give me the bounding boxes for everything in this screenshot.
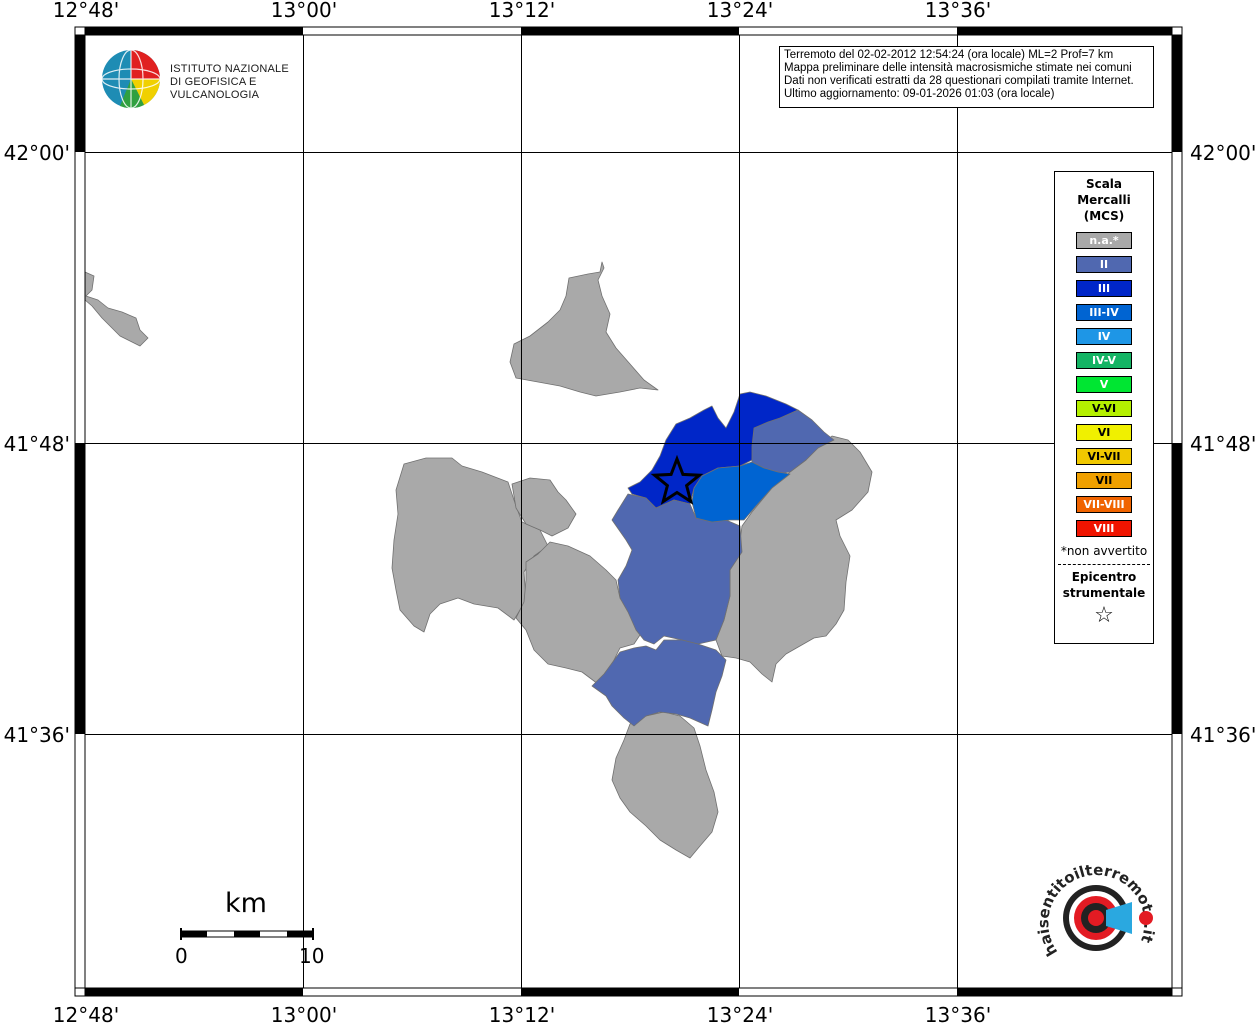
event-info-box: Terremoto del 02-02-2012 12:54:24 (ora l… <box>779 46 1154 108</box>
municipality-east-central-area[interactable] <box>691 461 791 523</box>
legend-swatch-iv-v: IV-V <box>1076 352 1132 369</box>
ingv-name-line1: ISTITUTO NAZIONALE <box>170 63 289 75</box>
lat-label-right-3: 41°36' <box>1190 723 1256 747</box>
scale-unit-label: km <box>225 888 267 919</box>
lon-label-top-1: 12°48' <box>53 0 119 22</box>
lon-label-top-5: 13°36' <box>925 0 991 22</box>
lat-label-left-2: 41°48' <box>4 432 70 456</box>
municipality-south-central-area[interactable] <box>591 639 727 727</box>
municipality-northwest-area[interactable] <box>84 271 149 347</box>
legend-swatch-vii-viii: VII-VIII <box>1076 496 1132 513</box>
lon-label-bottom-4: 13°24' <box>707 1003 773 1024</box>
lat-label-right-2: 41°48' <box>1190 432 1256 456</box>
municipality-layer <box>84 261 873 859</box>
legend-swatch-vii: VII <box>1076 472 1132 489</box>
municipality-south-area[interactable] <box>611 711 719 859</box>
municipality-east-area[interactable] <box>715 435 873 683</box>
haisentito-logo: haisentitoilterremoto.it <box>1034 858 1158 978</box>
lon-label-bottom-1: 12°48' <box>53 1003 119 1024</box>
event-info-line3: Dati non verificati estratti da 28 quest… <box>784 75 1134 87</box>
lat-label-left-3: 41°36' <box>4 723 70 747</box>
graticule <box>85 35 1172 988</box>
lat-label-right-1: 42°00' <box>1190 141 1256 165</box>
municipality-central-area[interactable] <box>611 493 743 645</box>
lon-label-top-2: 13°00' <box>271 0 337 22</box>
legend-epicenter-line1: Epicentro <box>1071 570 1137 584</box>
municipality-north-area[interactable] <box>509 261 659 397</box>
scale-bar: km 0 10 <box>175 888 325 968</box>
event-info-line2: Mappa preliminare delle intensità macros… <box>784 62 1132 74</box>
intensity-legend: Scala Mercalli (MCS) n.a.* II III III-IV IV I… <box>1054 171 1154 644</box>
legend-divider <box>1058 564 1150 565</box>
legend-title: Scala Mercalli (MCS) <box>1055 176 1153 224</box>
legend-swatch-v-vi: V-VI <box>1076 400 1132 417</box>
lat-label-left-1: 42°00' <box>4 141 70 165</box>
legend-epicenter-line2: strumentale <box>1062 586 1146 600</box>
legend-title-line2: Mercalli <box>1077 193 1131 207</box>
legend-swatch-n-a: n.a.* <box>1076 232 1132 249</box>
lon-label-bottom-2: 13°00' <box>271 1003 337 1024</box>
legend-title-line3: (MCS) <box>1083 209 1125 223</box>
lon-labels-top: 12°48' 13°00' 13°12' 13°24' 13°36' <box>53 0 991 22</box>
scale-max-label: 10 <box>299 944 325 968</box>
legend-epicenter-label: Epicentro strumentale <box>1055 569 1153 601</box>
lat-labels-right: 42°00' 41°48' 41°36' <box>1190 141 1256 747</box>
ingv-name-line2: DI GEOFISICA E VULCANOLOGIA <box>170 76 260 101</box>
legend-title-line1: Scala <box>1085 177 1123 191</box>
legend-swatch-iii-iv: III-IV <box>1076 304 1132 321</box>
ingv-globe-icon <box>101 49 161 109</box>
legend-swatch-vi: VI <box>1076 424 1132 441</box>
scale-min-label: 0 <box>175 944 188 968</box>
legend-swatch-v: V <box>1076 376 1132 393</box>
ingv-logo: ISTITUTO NAZIONALE DI GEOFISICA E VULCAN… <box>100 48 320 110</box>
event-info-line4: Ultimo aggiornamento: 09-01-2026 01:03 (… <box>784 88 1055 100</box>
municipality-west-area[interactable] <box>391 457 549 633</box>
legend-swatch-ii: II <box>1076 256 1132 273</box>
lat-labels-left: 42°00' 41°48' 41°36' <box>4 141 70 747</box>
municipality-central-west-area[interactable] <box>515 541 643 685</box>
legend-swatch-iii: III <box>1076 280 1132 297</box>
lon-label-top-4: 13°24' <box>707 0 773 22</box>
map-frame <box>74 26 1183 997</box>
scale-bar-graphic <box>180 928 314 940</box>
haisentito-logo-icon: haisentitoilterremoto.it <box>1034 861 1158 959</box>
lon-label-bottom-3: 13°12' <box>489 1003 555 1024</box>
epicenter-star-icon[interactable] <box>650 454 704 505</box>
legend-swatch-viii: VIII <box>1076 520 1132 537</box>
legend-swatch-list: n.a.* II III III-IV IV IV-V V V-VI VI VI-VII VII VI… <box>1055 232 1153 537</box>
lon-label-top-3: 13°12' <box>489 0 555 22</box>
event-info-line1: Terremoto del 02-02-2012 12:54:24 (ora l… <box>784 49 1114 61</box>
legend-star-icon: ☆ <box>1094 603 1114 628</box>
municipality-west-middle-area[interactable] <box>511 477 577 537</box>
lon-label-bottom-5: 13°36' <box>925 1003 991 1024</box>
lon-labels-bottom: 12°48' 13°00' 13°12' 13°24' 13°36' <box>53 1003 991 1024</box>
legend-swatch-iv: IV <box>1076 328 1132 345</box>
legend-swatch-vi-vii: VI-VII <box>1076 448 1132 465</box>
legend-note: *non avvertito <box>1060 544 1148 558</box>
